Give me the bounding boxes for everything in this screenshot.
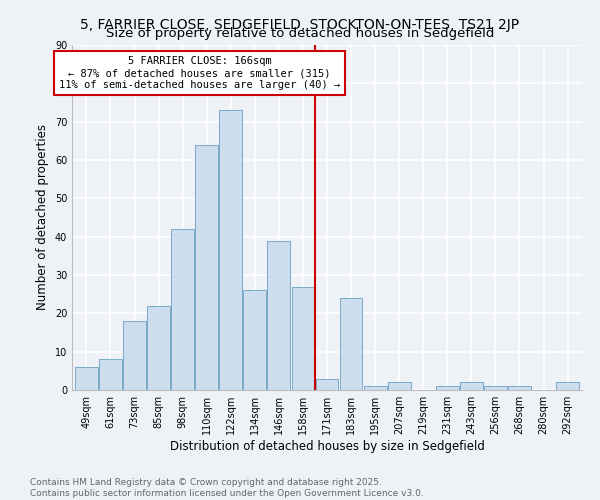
Bar xyxy=(268,240,290,390)
Text: 5 FARRIER CLOSE: 166sqm
← 87% of detached houses are smaller (315)
11% of semi-d: 5 FARRIER CLOSE: 166sqm ← 87% of detache… xyxy=(59,56,340,90)
Bar xyxy=(75,367,98,390)
Bar xyxy=(556,382,579,390)
Bar xyxy=(147,306,170,390)
Bar xyxy=(460,382,483,390)
Bar xyxy=(316,378,338,390)
X-axis label: Distribution of detached houses by size in Sedgefield: Distribution of detached houses by size … xyxy=(170,440,484,453)
Text: Size of property relative to detached houses in Sedgefield: Size of property relative to detached ho… xyxy=(106,28,494,40)
Bar xyxy=(123,321,146,390)
Bar xyxy=(244,290,266,390)
Bar xyxy=(436,386,459,390)
Text: 5, FARRIER CLOSE, SEDGEFIELD, STOCKTON-ON-TEES, TS21 2JP: 5, FARRIER CLOSE, SEDGEFIELD, STOCKTON-O… xyxy=(80,18,520,32)
Bar xyxy=(508,386,531,390)
Bar xyxy=(388,382,410,390)
Bar xyxy=(292,286,314,390)
Bar xyxy=(195,144,218,390)
Bar xyxy=(220,110,242,390)
Bar xyxy=(364,386,386,390)
Bar xyxy=(171,229,194,390)
Y-axis label: Number of detached properties: Number of detached properties xyxy=(36,124,49,310)
Bar xyxy=(484,386,507,390)
Text: Contains HM Land Registry data © Crown copyright and database right 2025.
Contai: Contains HM Land Registry data © Crown c… xyxy=(30,478,424,498)
Bar xyxy=(99,360,122,390)
Bar xyxy=(340,298,362,390)
